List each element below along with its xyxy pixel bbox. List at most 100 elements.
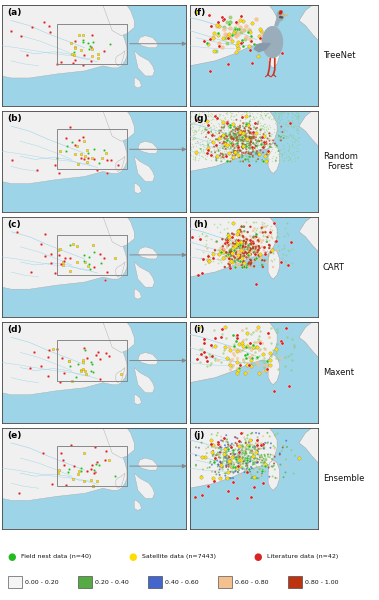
Point (246, 132, 252, 142)
Point (271, 458, 277, 468)
Point (259, 112, 265, 122)
Text: (f): (f) (193, 8, 206, 17)
Point (203, 239, 209, 248)
Point (262, 139, 268, 149)
Point (271, 127, 277, 137)
Point (243, 154, 249, 164)
Point (198, 349, 204, 359)
Point (265, 124, 271, 133)
Point (236, 144, 242, 154)
Point (235, 156, 241, 166)
Point (236, 25, 242, 34)
Point (202, 125, 208, 134)
Point (240, 341, 246, 351)
Point (213, 140, 219, 149)
Point (249, 448, 255, 458)
Point (238, 455, 244, 465)
Point (262, 457, 268, 466)
Point (222, 342, 228, 352)
Point (220, 117, 226, 127)
Point (228, 109, 234, 118)
Point (199, 253, 205, 263)
Point (200, 139, 207, 149)
Point (243, 141, 249, 151)
Point (224, 17, 230, 26)
Point (250, 145, 256, 154)
Point (278, 136, 284, 145)
Point (235, 43, 241, 53)
Point (258, 440, 264, 449)
Point (271, 461, 277, 470)
Point (91, 144, 97, 154)
Point (265, 148, 271, 157)
Point (92, 442, 98, 452)
Point (240, 247, 246, 256)
Point (227, 263, 233, 273)
Point (268, 114, 274, 124)
Point (241, 251, 247, 260)
Point (281, 157, 287, 166)
Point (205, 143, 211, 153)
Point (232, 150, 238, 160)
Point (274, 429, 280, 439)
Point (241, 124, 247, 133)
Polygon shape (134, 184, 142, 194)
Point (230, 151, 236, 160)
Point (262, 243, 268, 253)
Point (246, 123, 252, 133)
Point (241, 236, 247, 246)
Point (288, 118, 294, 127)
Point (247, 121, 253, 130)
Point (272, 107, 278, 116)
Point (241, 246, 247, 256)
Point (220, 152, 226, 161)
Point (251, 143, 257, 152)
Point (283, 118, 290, 127)
Point (226, 131, 232, 140)
Point (223, 462, 229, 472)
Point (238, 138, 244, 148)
Point (241, 107, 247, 116)
Point (249, 445, 255, 454)
Point (260, 222, 266, 232)
Point (224, 141, 230, 151)
Point (286, 142, 292, 152)
Point (275, 129, 281, 139)
Point (222, 445, 228, 454)
Point (217, 473, 223, 483)
Point (244, 328, 250, 338)
Point (232, 445, 238, 454)
Point (222, 251, 228, 261)
Point (86, 44, 92, 54)
Point (274, 327, 280, 337)
Polygon shape (263, 26, 282, 58)
Point (227, 457, 233, 466)
Point (203, 132, 209, 142)
Point (268, 136, 274, 145)
Point (248, 127, 254, 137)
Point (231, 122, 237, 132)
Point (290, 118, 296, 128)
Point (259, 131, 265, 141)
Point (225, 440, 231, 449)
Point (261, 343, 267, 353)
Point (234, 346, 240, 355)
Point (253, 232, 259, 241)
Point (247, 124, 254, 133)
Point (277, 116, 283, 125)
Point (205, 109, 211, 119)
Point (234, 134, 240, 144)
Point (264, 360, 270, 370)
Point (218, 463, 224, 473)
Point (246, 457, 252, 466)
Point (240, 253, 246, 263)
Point (228, 463, 234, 473)
Point (240, 132, 246, 142)
Point (236, 241, 243, 251)
Point (258, 254, 264, 263)
Point (276, 135, 282, 145)
Point (247, 111, 253, 121)
Point (228, 257, 234, 267)
Point (92, 467, 98, 476)
Point (240, 155, 246, 165)
